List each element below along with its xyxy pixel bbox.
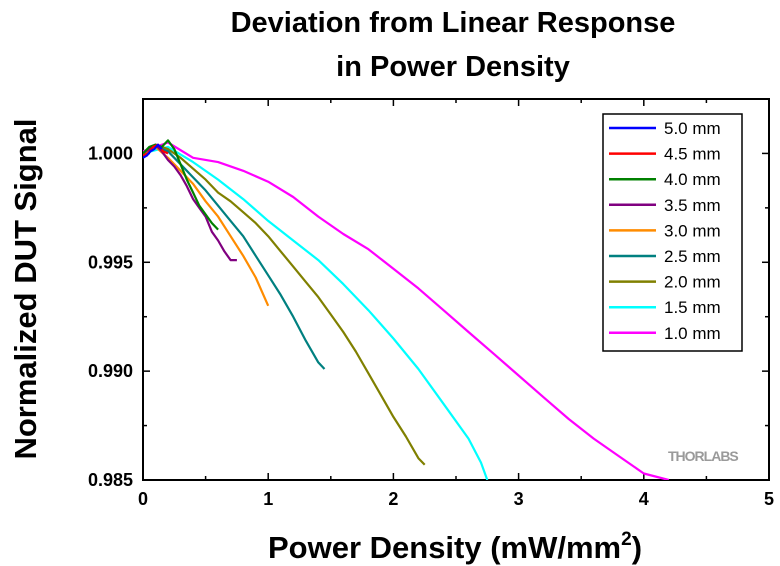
x-tick-label: 3: [514, 489, 524, 509]
legend-label: 2.0 mm: [664, 273, 721, 292]
series-line-1-5mm: [143, 145, 489, 480]
x-axis-label: Power Density (mW/mm2): [268, 529, 642, 565]
legend: 5.0 mm 4.5 mm 4.0 mm 3.5 mm 3.0 mm 2.5 mm 2.0 …: [602, 113, 743, 352]
y-tick-label: 1.000: [88, 143, 133, 163]
x-axis-label-superscript: 2: [621, 529, 632, 550]
legend-label: 3.5 mm: [664, 196, 721, 215]
series-line-5-0mm: [143, 143, 163, 159]
series-line-1-0mm: [143, 141, 670, 480]
chart-title-line2: in Power Density: [336, 51, 570, 83]
axis-tick-labels: 0 1 2 3 4 5 1.000 0.995 0.990 0.985: [88, 143, 774, 509]
x-tick-label: 2: [388, 489, 398, 509]
chart-title-line1: Deviation from Linear Response: [231, 7, 676, 39]
legend-label: 4.5 mm: [664, 145, 721, 164]
x-axis-label-end: ): [632, 530, 642, 565]
y-tick-label: 0.990: [88, 361, 133, 381]
series-line-2-0mm: [143, 143, 426, 466]
x-tick-label: 4: [639, 489, 649, 509]
legend-label: 2.5 mm: [664, 247, 721, 266]
legend-label: 5.0 mm: [664, 119, 721, 138]
y-tick-label: 0.995: [88, 252, 133, 272]
legend-label: 1.5 mm: [664, 298, 721, 317]
series-line-2-5mm: [143, 145, 326, 370]
legend-label: 3.0 mm: [664, 221, 721, 240]
x-axis-label-main: Power Density (mW/mm: [268, 530, 621, 565]
y-tick-label: 0.985: [88, 470, 133, 490]
x-tick-label: 5: [764, 489, 774, 509]
series-line-3-5mm: [143, 143, 237, 262]
x-tick-label: 1: [263, 489, 273, 509]
legend-label: 4.0 mm: [664, 170, 721, 189]
x-tick-label: 0: [138, 489, 148, 509]
thorlabs-watermark: THORLABS: [668, 448, 738, 464]
series-lines: [143, 139, 670, 480]
legend-label: 1.0 mm: [664, 324, 721, 343]
y-axis-label: Normalized DUT Signal: [8, 118, 43, 459]
